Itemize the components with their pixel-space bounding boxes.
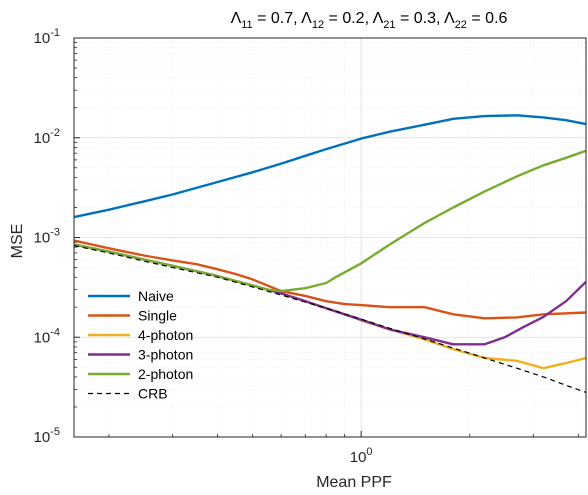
y-tick-label: 10-4 [34, 326, 60, 346]
legend-label: Naive [138, 288, 174, 304]
legend-label: Single [138, 308, 177, 324]
chart-title: Λ11 = 0.7, Λ12 = 0.2, Λ21 = 0.3, Λ22 = 0… [231, 10, 508, 31]
y-tick-label: 10-2 [34, 127, 60, 147]
series-line-2-photon [73, 149, 587, 293]
series-line-single [73, 239, 587, 320]
y-tick-label: 10-1 [34, 27, 60, 47]
x-tick-label: 100 [350, 446, 373, 466]
series-layer [73, 114, 587, 393]
legend-label: CRB [138, 386, 168, 402]
legend: Naive Single 4-photon 3-photon 2-photon CRB [88, 288, 193, 402]
minor-grid [74, 38, 586, 437]
y-tick-label: 10-5 [34, 426, 60, 446]
tick-labels: 10-1 10-2 10-3 10-4 10-5 100 [34, 27, 373, 466]
y-axis-label: MSE [9, 224, 26, 259]
legend-label: 3-photon [138, 347, 193, 363]
legend-label: 2-photon [138, 366, 193, 382]
series-line-naive [73, 114, 587, 219]
x-axis-label: Mean PPF [316, 474, 392, 491]
ticks-layer [74, 37, 579, 438]
legend-label: 4-photon [138, 327, 193, 343]
y-tick-label: 10-3 [34, 227, 60, 247]
